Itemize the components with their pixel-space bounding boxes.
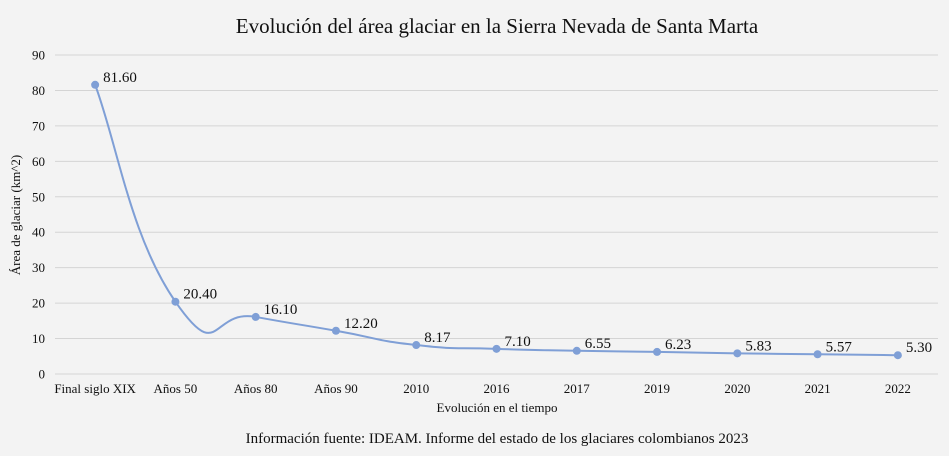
x-axis-ticks: Final siglo XIX Años 50 Años 80 Años 90 2010…	[54, 381, 911, 396]
y-tick-label: 80	[32, 83, 45, 98]
data-label: 5.57	[826, 339, 853, 355]
data-point	[653, 347, 662, 356]
data-label: 8.17	[424, 330, 451, 346]
chart-title: Evolución del área glaciar en la Sierra …	[236, 14, 759, 38]
data-point	[893, 351, 902, 360]
x-tick-label: 2017	[564, 381, 591, 396]
x-tick-label: 2010	[403, 381, 429, 396]
data-label: 7.10	[505, 334, 531, 350]
data-point	[813, 350, 822, 359]
data-point	[91, 80, 100, 89]
y-axis-label: Área de glaciar (km^2)	[8, 155, 23, 276]
data-point	[492, 344, 501, 353]
data-label: 12.20	[344, 316, 378, 332]
x-tick-label: Años 90	[314, 381, 358, 396]
y-tick-label: 30	[32, 260, 45, 275]
y-tick-label: 0	[39, 367, 46, 382]
x-tick-label: 2019	[644, 381, 670, 396]
x-axis-label: Evolución en el tiempo	[437, 400, 558, 415]
data-label: 20.40	[183, 287, 217, 303]
x-tick-label: Años 50	[154, 381, 198, 396]
data-point	[572, 346, 581, 355]
data-point	[251, 312, 260, 321]
data-label: 81.60	[103, 70, 137, 86]
y-axis-ticks: 0 10 20 30 40 50 60 70 80 90	[32, 48, 45, 382]
y-tick-label: 40	[32, 225, 45, 240]
data-points	[91, 80, 902, 360]
data-point	[412, 341, 421, 350]
data-labels: 81.60 20.40 16.10 12.20 8.17 7.10 6.55 6.23 5.83…	[103, 70, 932, 356]
x-tick-label: 2020	[724, 381, 750, 396]
y-tick-label: 70	[32, 118, 45, 133]
data-point	[733, 349, 742, 358]
x-tick-label: 2022	[885, 381, 911, 396]
series-line	[94, 84, 898, 357]
y-tick-label: 10	[32, 331, 45, 346]
x-tick-label: 2016	[484, 381, 511, 396]
data-point	[171, 297, 180, 306]
x-tick-label: Final siglo XIX	[54, 381, 136, 396]
y-tick-label: 20	[32, 296, 45, 311]
y-tick-label: 50	[32, 189, 45, 204]
data-label: 6.23	[665, 337, 691, 353]
data-label: 5.30	[906, 340, 932, 356]
data-label: 16.10	[264, 302, 298, 318]
source-note: Información fuente: IDEAM. Informe del e…	[246, 431, 749, 447]
y-tick-label: 90	[32, 48, 45, 63]
data-label: 6.55	[585, 336, 611, 352]
x-tick-label: 2021	[805, 381, 831, 396]
data-label: 5.83	[745, 338, 771, 354]
x-tick-label: Años 80	[234, 381, 278, 396]
data-point	[331, 326, 340, 335]
gridlines	[55, 54, 938, 375]
y-tick-label: 60	[32, 154, 45, 169]
